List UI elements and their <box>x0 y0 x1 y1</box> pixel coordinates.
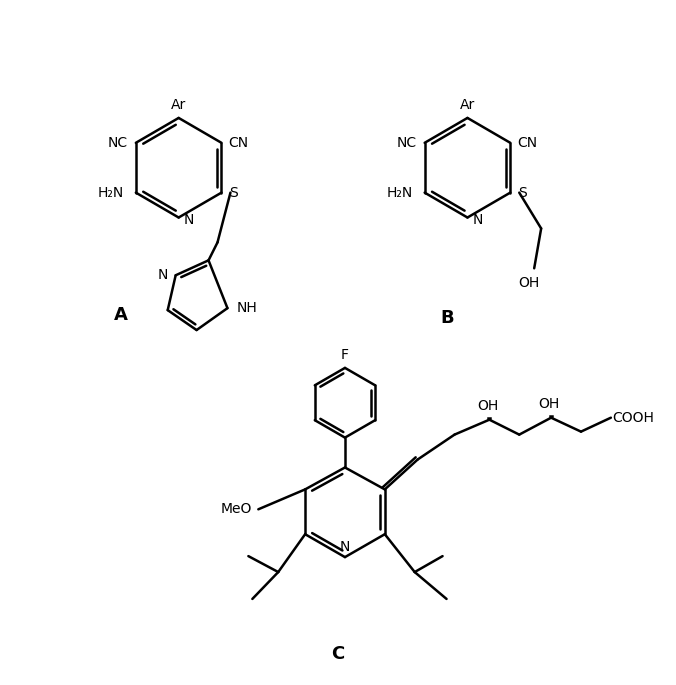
Text: Ar: Ar <box>460 98 475 112</box>
Text: A: A <box>114 306 128 324</box>
Text: NC: NC <box>397 136 417 150</box>
Text: H₂N: H₂N <box>387 186 413 199</box>
Text: CN: CN <box>228 136 249 150</box>
Text: OH: OH <box>539 397 560 411</box>
Text: OH: OH <box>477 399 498 413</box>
Text: B: B <box>441 309 454 327</box>
Text: NH: NH <box>237 301 258 315</box>
Text: OH: OH <box>518 276 540 290</box>
Text: S: S <box>229 186 238 199</box>
Text: COOH: COOH <box>612 411 654 425</box>
Text: C: C <box>331 645 345 662</box>
Text: N: N <box>473 212 483 227</box>
Text: NC: NC <box>108 136 128 150</box>
Text: MeO: MeO <box>221 502 252 516</box>
Text: F: F <box>341 348 349 362</box>
Text: N: N <box>340 540 350 554</box>
Text: CN: CN <box>517 136 537 150</box>
Text: H₂N: H₂N <box>98 186 124 199</box>
Text: Ar: Ar <box>171 98 187 112</box>
Text: N: N <box>158 269 168 282</box>
Text: N: N <box>183 212 194 227</box>
Text: S: S <box>518 186 527 199</box>
